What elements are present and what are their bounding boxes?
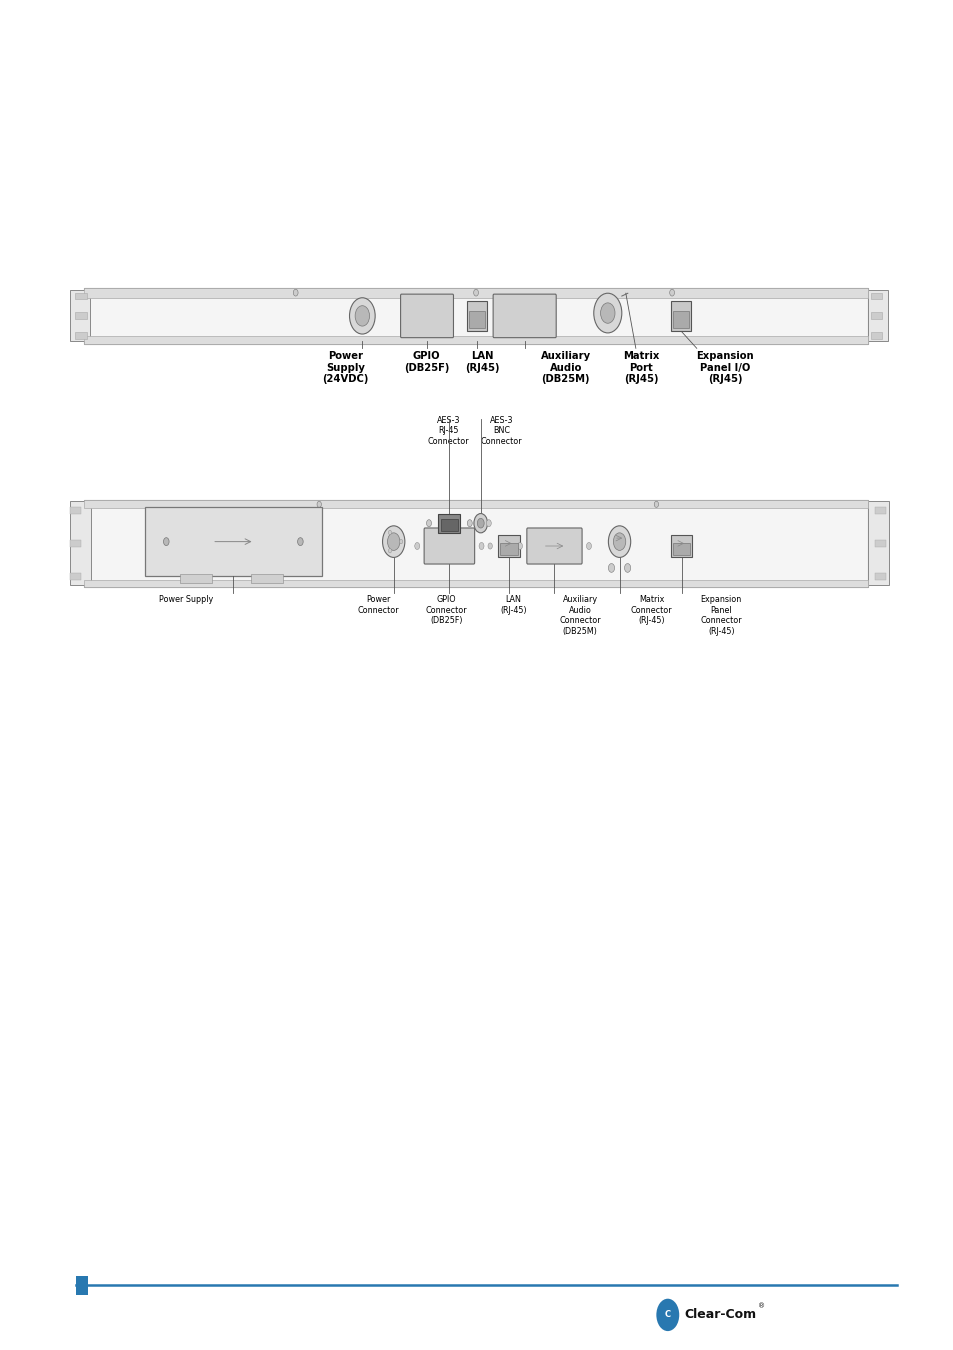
Bar [874, 574, 885, 580]
Bar [76, 1276, 88, 1295]
Bar [84, 500, 867, 587]
Circle shape [399, 540, 402, 544]
Circle shape [297, 537, 303, 545]
Text: ®: ® [757, 1304, 764, 1310]
Text: Matrix
Connector
(RJ-45): Matrix Connector (RJ-45) [630, 595, 672, 625]
Bar [70, 290, 90, 342]
FancyBboxPatch shape [493, 294, 556, 338]
Circle shape [476, 518, 484, 528]
Circle shape [415, 543, 419, 549]
Text: LAN
(RJ-45): LAN (RJ-45) [499, 595, 526, 614]
Bar [70, 501, 91, 586]
Bar [497, 535, 519, 558]
Bar [180, 574, 212, 583]
Text: GPIO
(DB25F): GPIO (DB25F) [403, 351, 449, 373]
Circle shape [486, 520, 491, 526]
Text: Power Supply: Power Supply [159, 595, 213, 605]
Bar [84, 580, 867, 587]
Bar [251, 574, 282, 583]
Text: LAN
(RJ45): LAN (RJ45) [465, 351, 499, 373]
Circle shape [608, 526, 630, 558]
Circle shape [656, 1299, 679, 1331]
Bar [84, 288, 867, 344]
Text: Matrix
Port
(RJ45): Matrix Port (RJ45) [622, 351, 659, 385]
Text: Auxiliary
Audio
(DB25M): Auxiliary Audio (DB25M) [540, 351, 590, 385]
FancyBboxPatch shape [424, 528, 475, 564]
Circle shape [669, 289, 674, 296]
FancyBboxPatch shape [400, 294, 453, 338]
Bar [468, 312, 484, 328]
Circle shape [593, 293, 621, 333]
Bar [867, 290, 887, 342]
Bar [874, 540, 885, 547]
Circle shape [600, 302, 615, 323]
Bar [438, 513, 460, 533]
Circle shape [355, 305, 369, 327]
Circle shape [478, 543, 483, 549]
Circle shape [388, 548, 391, 554]
Bar [672, 543, 690, 555]
Bar [870, 332, 882, 339]
Circle shape [426, 520, 431, 526]
Circle shape [349, 298, 375, 333]
Bar [70, 574, 81, 580]
FancyBboxPatch shape [526, 528, 581, 564]
Circle shape [586, 543, 591, 549]
Bar [672, 312, 688, 328]
Bar [874, 506, 885, 513]
Bar [84, 500, 867, 509]
Bar [466, 301, 487, 331]
Text: Expansion
Panel
Connector
(RJ-45): Expansion Panel Connector (RJ-45) [700, 595, 741, 636]
Text: Expansion
Panel I/O
(RJ45): Expansion Panel I/O (RJ45) [696, 351, 753, 385]
Bar [867, 501, 888, 586]
Bar [84, 288, 867, 298]
Circle shape [388, 531, 391, 535]
Bar [870, 293, 882, 300]
Bar [84, 336, 867, 344]
Text: Power
Connector: Power Connector [357, 595, 399, 614]
Bar [870, 312, 882, 320]
Bar [440, 520, 457, 531]
Text: AES-3
RJ-45
Connector: AES-3 RJ-45 Connector [427, 416, 469, 446]
Text: Auxiliary
Audio
Connector
(DB25M): Auxiliary Audio Connector (DB25M) [558, 595, 600, 636]
Circle shape [467, 520, 472, 526]
Text: AES-3
BNC
Connector: AES-3 BNC Connector [480, 416, 522, 446]
Bar [670, 301, 690, 331]
Bar [499, 543, 517, 555]
Bar [70, 540, 81, 547]
Bar [145, 508, 321, 576]
Circle shape [608, 563, 614, 572]
Text: Power
Supply
(24VDC): Power Supply (24VDC) [322, 351, 368, 385]
Circle shape [387, 533, 399, 551]
Circle shape [316, 501, 321, 508]
Text: Clear-Com: Clear-Com [683, 1308, 756, 1322]
Bar [670, 535, 692, 558]
Circle shape [163, 537, 169, 545]
Circle shape [488, 543, 492, 549]
Circle shape [654, 501, 658, 508]
Bar [75, 312, 87, 320]
Circle shape [473, 289, 478, 296]
Bar [75, 332, 87, 339]
Circle shape [517, 543, 522, 549]
Bar [70, 506, 81, 513]
Circle shape [624, 563, 630, 572]
Circle shape [474, 513, 487, 533]
Text: GPIO
Connector
(DB25F): GPIO Connector (DB25F) [425, 595, 467, 625]
Circle shape [293, 289, 297, 296]
Bar [75, 293, 87, 300]
Circle shape [382, 526, 404, 558]
Text: C: C [664, 1311, 670, 1319]
Circle shape [613, 533, 625, 551]
